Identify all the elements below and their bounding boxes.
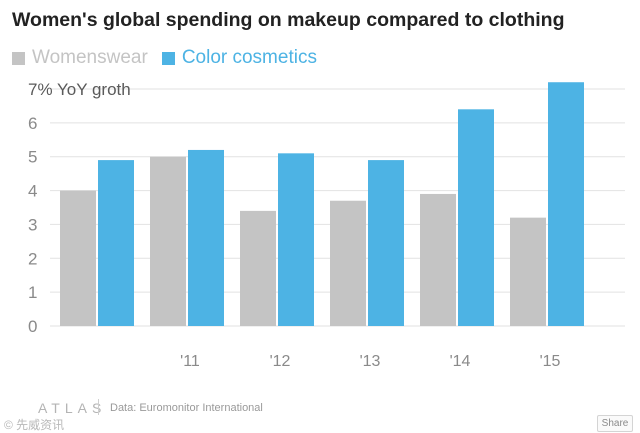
y-tick-label: 2: [28, 249, 37, 268]
bar-womenswear: [60, 190, 96, 326]
bar-womenswear: [150, 156, 186, 326]
y-tick-label: 5: [28, 148, 37, 167]
x-tick-label: '11: [180, 353, 200, 370]
x-tick-label: '15: [540, 353, 561, 370]
legend-label-cosmetics: Color cosmetics: [181, 47, 317, 68]
bar-cosmetics: [368, 160, 404, 326]
share-button[interactable]: Share: [597, 415, 633, 432]
x-tick-label: '14: [450, 353, 471, 370]
y-tick-label: 4: [28, 182, 37, 201]
y-tick-label: 0: [28, 317, 37, 336]
legend-swatch-womenswear: [12, 51, 25, 65]
y-tick-label: 1: [28, 283, 37, 302]
legend-item-womenswear: Womenswear: [12, 47, 148, 69]
legend: Womenswear Color cosmetics: [12, 47, 331, 69]
x-tick-label: '13: [360, 353, 381, 370]
bar-womenswear: [240, 210, 276, 326]
watermark: © 先威资讯: [4, 418, 65, 432]
bar-cosmetics: [278, 153, 314, 326]
y-axis-label: 7% YoY groth: [28, 80, 131, 99]
legend-item-cosmetics: Color cosmetics: [161, 47, 317, 69]
footer: ATLAS Data: Euromonitor International © …: [0, 392, 640, 433]
chart-title: Women's global spending on makeup compar…: [12, 9, 565, 31]
bar-womenswear: [330, 200, 366, 326]
bar-cosmetics: [188, 149, 224, 326]
legend-swatch-cosmetics: [161, 51, 175, 65]
bar-womenswear: [420, 193, 456, 326]
y-tick-label: 6: [28, 114, 37, 133]
bar-cosmetics: [548, 82, 584, 326]
bar-cosmetics: [98, 160, 134, 326]
chart-plot: 0 1 2 3 4 5 6 7% YoY groth '11 '12 '13 '14 '15: [28, 80, 625, 370]
atlas-logo: ATLAS: [38, 400, 107, 416]
y-tick-label: 3: [28, 215, 37, 234]
x-tick-label: '12: [270, 353, 291, 370]
bar-womenswear: [510, 217, 546, 326]
data-source: Data: Euromonitor International: [110, 402, 263, 414]
legend-label-womenswear: Womenswear: [32, 47, 148, 68]
footer-divider: [98, 399, 99, 415]
bar-cosmetics: [458, 109, 494, 326]
